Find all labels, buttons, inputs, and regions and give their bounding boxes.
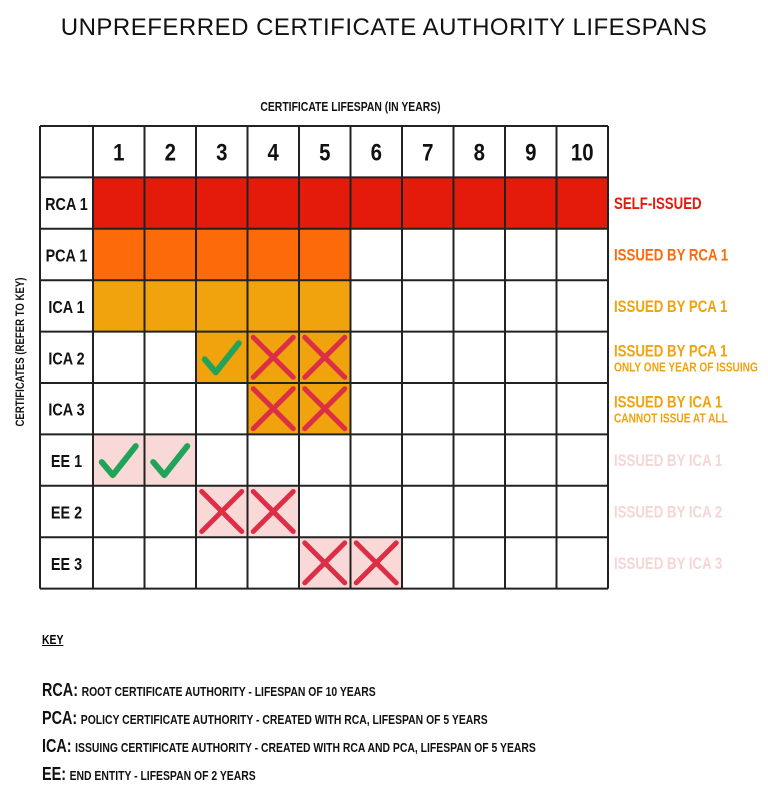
key-item-ica: ICA: ISSUING CERTIFICATE AUTHORITY - CRE…: [42, 736, 536, 757]
column-header: 7: [422, 139, 433, 166]
key-title: KEY: [42, 632, 64, 647]
column-header: 6: [371, 139, 382, 166]
key-desc: POLICY CERTIFICATE AUTHORITY - CREATED W…: [80, 712, 488, 727]
cell-fill: [299, 177, 351, 229]
page-title: UNPREFERRED CERTIFICATE AUTHORITY LIFESP…: [60, 14, 708, 41]
cross-icon: [250, 386, 296, 432]
row-label: EE 1: [51, 452, 82, 472]
key-abbr: PCA:: [42, 708, 78, 728]
cell-fill: [93, 177, 145, 229]
check-icon: [150, 443, 191, 479]
row-label: ICA 1: [48, 297, 84, 317]
key-desc: ROOT CERTIFICATE AUTHORITY - LIFESPAN OF…: [81, 684, 376, 699]
row-label: ICA 3: [48, 400, 84, 420]
cross-icon: [302, 334, 348, 380]
cross-icon: [302, 540, 348, 586]
row-label: RCA 1: [45, 195, 88, 215]
cell-fill: [196, 228, 248, 281]
cell-fill: [196, 280, 248, 332]
cross-icon: [353, 540, 399, 586]
row-label: EE 2: [51, 503, 82, 523]
row-note-sub: ONLY ONE YEAR OF ISSUING: [614, 360, 758, 374]
cell-fill: [299, 280, 351, 332]
key-item-rca: RCA: ROOT CERTIFICATE AUTHORITY - LIFESP…: [42, 680, 376, 701]
row-note: ISSUED BY ICA 3: [614, 554, 722, 573]
lifespan-grid: 1 2 3 4 5 6 7 8 9 10 RCA 1 SELF-ISSUED PCA 1 ISSUED B…: [39, 125, 758, 590]
cell-fill: [402, 177, 454, 229]
key-item-ee: EE: END ENTITY - LIFESPAN OF 2 YEARS: [42, 764, 256, 785]
check-icon: [201, 340, 242, 376]
column-header: 1: [113, 139, 124, 166]
row-note: ISSUED BY ICA 2: [614, 503, 722, 522]
row-note-sub: CANNOT ISSUE AT ALL: [614, 412, 728, 426]
key-item-pca: PCA: POLICY CERTIFICATE AUTHORITY - CREA…: [42, 708, 488, 729]
column-header: 10: [571, 139, 594, 166]
check-icon: [98, 443, 139, 479]
key-abbr: EE:: [42, 764, 67, 784]
cell-fill: [144, 177, 196, 229]
cross-icon: [302, 386, 348, 432]
cell-fill: [556, 177, 608, 229]
row-label: ICA 2: [48, 349, 84, 369]
column-header: 8: [474, 139, 485, 166]
row-note: ISSUED BY PCA 1: [614, 342, 728, 361]
row-note: ISSUED BY ICA 1: [614, 452, 723, 471]
cell-fill: [144, 228, 196, 281]
cell-fill: [453, 177, 505, 229]
cell-fill: [299, 228, 351, 281]
column-header: 9: [525, 139, 536, 166]
cell-fill: [247, 177, 299, 229]
key-abbr: RCA:: [42, 680, 78, 700]
row-label: EE 3: [51, 554, 82, 574]
cell-fill: [247, 280, 299, 332]
row-note: ISSUED BY ICA 1: [614, 393, 723, 412]
row-label: PCA 1: [46, 246, 88, 266]
cell-fill: [505, 177, 557, 229]
cell-fill: [93, 228, 145, 281]
column-header: 3: [216, 139, 227, 166]
column-header: 2: [165, 139, 176, 166]
cross-icon: [250, 489, 296, 534]
cell-fill: [247, 228, 299, 281]
key-desc: ISSUING CERTIFICATE AUTHORITY - CREATED …: [75, 740, 536, 755]
cell-fill: [196, 177, 248, 229]
column-header: 5: [319, 139, 330, 166]
cell-fill: [93, 280, 145, 332]
cross-icon: [199, 489, 245, 534]
row-note: ISSUED BY PCA 1: [614, 297, 728, 316]
key-abbr: ICA:: [42, 736, 72, 756]
row-note: ISSUED BY RCA 1: [614, 246, 729, 265]
key-desc: END ENTITY - LIFESPAN OF 2 YEARS: [69, 768, 256, 783]
row-note: SELF-ISSUED: [614, 195, 702, 214]
x-axis-label: CERTIFICATE LIFESPAN (IN YEARS): [260, 99, 441, 114]
cell-fill: [350, 177, 402, 229]
column-header: 4: [268, 139, 280, 166]
cell-fill: [144, 280, 196, 332]
cross-icon: [250, 334, 296, 380]
